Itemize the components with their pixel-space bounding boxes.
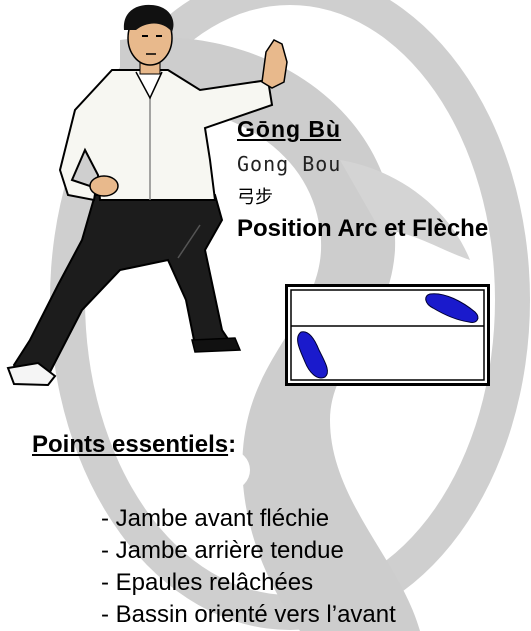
pose-name-pinyin: Gōng Bù xyxy=(237,116,342,142)
points-heading: Points essentiels: xyxy=(32,431,236,459)
front-foot-icon xyxy=(425,293,479,323)
list-item: - Jambe avant fléchie xyxy=(101,505,330,532)
points-heading-colon: : xyxy=(228,431,237,458)
back-foot-icon xyxy=(297,331,328,379)
pose-name-french: Position Arc et Flèche xyxy=(237,215,489,242)
points-list: - Jambe avant fléchie - Jambe arrière te… xyxy=(101,503,396,631)
pose-name-chinese: 弓步 xyxy=(237,187,273,208)
list-item: - Jambe arrière tendue xyxy=(101,537,344,564)
list-item: - Epaules relâchées xyxy=(101,569,314,596)
practitioner-illustration xyxy=(6,4,288,387)
pose-name-romanized: Gong Bou xyxy=(237,152,342,176)
list-item: - Bassin orienté vers l’avant xyxy=(101,601,396,628)
footprint-diagram xyxy=(285,284,490,386)
points-heading-label: Points essentiels xyxy=(32,431,229,458)
